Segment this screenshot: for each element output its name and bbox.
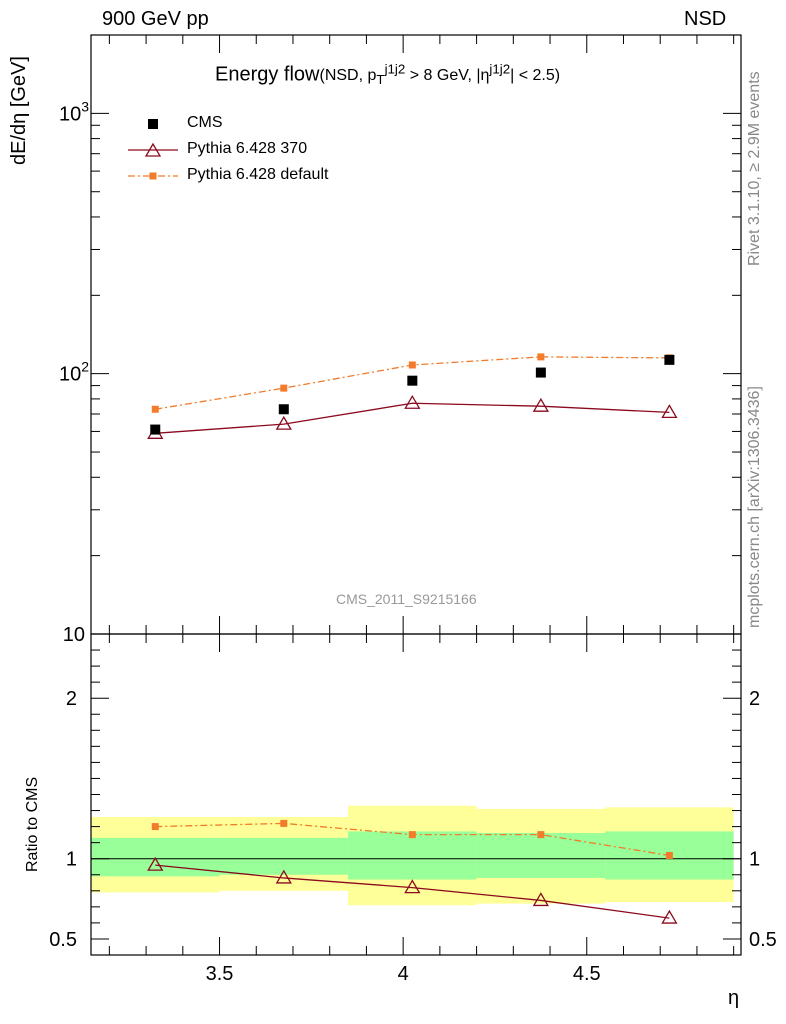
ratio-pythia-default-point: [408, 831, 416, 839]
ratio-axis-label: Ratio to CMS: [24, 776, 41, 872]
ratio-y-tick-label: 1: [66, 849, 77, 871]
data-series: [147, 353, 678, 924]
legend-marker-cms: [148, 119, 158, 129]
rivet-label: Rivet 3.1.10, ≥ 2.9M events: [746, 71, 763, 266]
pythia-370-point: [532, 397, 549, 412]
axis-ticks: [91, 34, 741, 955]
plot-title: Energy flow(NSD, pTj1j2 > 8 GeV, |ηj1j2|…: [215, 62, 560, 88]
legend-label-cms: CMS: [187, 114, 223, 131]
pythia-default-point: [408, 361, 416, 369]
legend-marker-pythia-default: [149, 172, 157, 180]
band-green-bin: [476, 833, 606, 878]
ratio-pythia-default-point: [151, 823, 159, 831]
header-left: 900 GeV pp: [102, 8, 209, 30]
ratio-y-tick-label-right: 1: [749, 849, 760, 871]
ratio-uncertainty-bands: [91, 805, 741, 906]
ratio-y-tick-label: 0.5: [49, 929, 77, 951]
ratio-pythia-370-line: [155, 864, 670, 919]
legend-markers: [128, 119, 178, 180]
ratio-pythia-370-point: [147, 856, 164, 871]
pythia-370-point: [275, 415, 292, 430]
cms-point: [150, 424, 161, 435]
x-tick-label: 4: [398, 963, 409, 985]
title-text: Energy flow: [215, 63, 320, 86]
y-axis-label: dE/dη [GeV]: [8, 56, 30, 165]
cms-point: [278, 404, 289, 415]
y-tick-label: 10: [63, 624, 85, 646]
analysis-watermark: CMS_2011_S9215166: [336, 591, 477, 607]
cms-point: [535, 367, 546, 378]
pythia-370-point: [661, 404, 678, 419]
ratio-pythia-default-point: [665, 851, 673, 859]
pythia-default-point: [151, 405, 159, 413]
pythia-370-point: [404, 394, 421, 409]
ratio-pythia-370-point: [661, 909, 678, 924]
ratio-pythia-default-point: [280, 819, 288, 827]
mcplots-label: mcplots.cern.ch [arXiv:1306.3436]: [746, 386, 763, 628]
ratio-pythia-default-point: [537, 831, 545, 839]
title-cuts: (NSD, pTj1j2 > 8 GeV, |ηj1j2| < 2.5): [319, 62, 561, 88]
y-tick-label: 103: [59, 98, 89, 125]
x-tick-label: 3.5: [206, 963, 234, 985]
legend-label-pythia-370: Pythia 6.428 370: [187, 140, 308, 157]
y-tick-label: 102: [59, 359, 89, 386]
pythia-default-point: [537, 353, 545, 361]
pythia-370-line: [155, 402, 670, 434]
ratio-y-tick-label-right: 0.5: [749, 929, 777, 951]
ratio-pythia-370-point: [532, 892, 549, 907]
header-right: NSD: [684, 8, 727, 30]
pythia-default-point: [280, 384, 288, 392]
ratio-y-tick-label: 2: [66, 688, 77, 710]
ratio-y-tick-label-right: 2: [749, 688, 760, 710]
legend-marker-pythia-370: [144, 142, 162, 157]
legend-label-pythia-default: Pythia 6.428 default: [187, 166, 329, 183]
cms-point: [664, 354, 675, 365]
band-green-bin: [219, 837, 349, 875]
band-green-bin: [348, 831, 477, 880]
ratio-pythia-370-point: [275, 869, 292, 884]
x-tick-label: 4.5: [573, 963, 601, 985]
cms-point: [407, 375, 418, 386]
x-axis-label: η: [728, 987, 740, 1009]
ratio-pythia-370-point: [404, 879, 421, 894]
ratio-panel-frame: [90, 633, 742, 956]
